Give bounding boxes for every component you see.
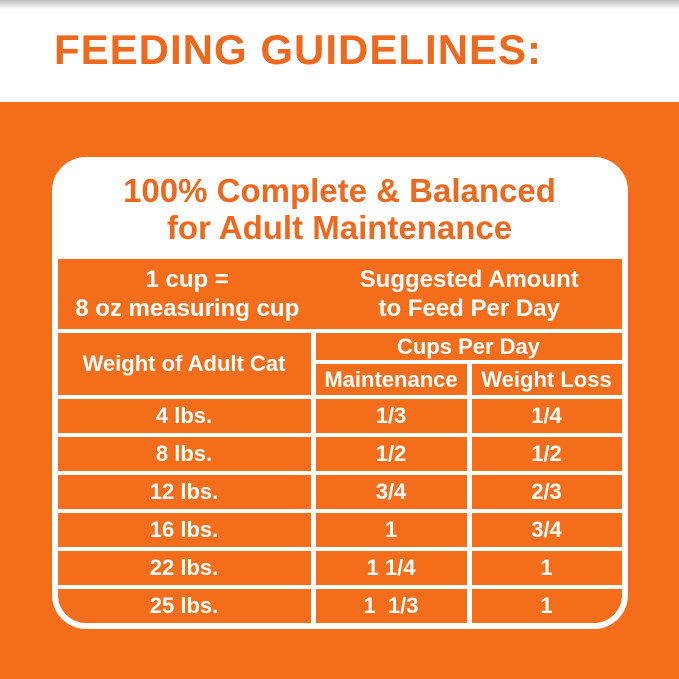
weight-loss-cell: 1/4 bbox=[471, 399, 622, 433]
maintenance-cell: 1/2 bbox=[315, 437, 467, 471]
weight-cell: 22 lbs. bbox=[57, 551, 311, 585]
maintenance-cell: 1 1/3 bbox=[315, 589, 467, 623]
weight-cell: 8 lbs. bbox=[57, 437, 311, 471]
table-row: 4 lbs. 1/3 1/4 bbox=[57, 399, 622, 433]
table-row: 25 lbs. 1 1/3 1 bbox=[57, 589, 622, 623]
weight-cell: 16 lbs. bbox=[57, 513, 311, 547]
weight-of-adult-cat-header: Weight of Adult Cat bbox=[57, 333, 311, 395]
maintenance-cell: 1 1/4 bbox=[315, 551, 467, 585]
table-row: 12 lbs. 3/4 2/3 bbox=[57, 475, 622, 509]
header-band: FEEDING GUIDELINES: bbox=[0, 0, 679, 102]
suggested-amount-line2: to Feed Per Day bbox=[378, 295, 560, 322]
weight-cell: 25 lbs. bbox=[57, 589, 311, 623]
sub-headers: Maintenance Weight Loss bbox=[315, 364, 622, 395]
cup-measure-line1: 1 cup = bbox=[145, 266, 229, 293]
top-edge-shadow bbox=[0, 0, 679, 9]
weight-loss-cell: 1/2 bbox=[471, 437, 622, 471]
orange-background: 100% Complete & Balanced for Adult Maint… bbox=[0, 102, 679, 679]
table-header-row: Weight of Adult Cat Cups Per Day Mainten… bbox=[57, 333, 622, 395]
maintenance-column-header: Maintenance bbox=[315, 364, 467, 395]
weight-loss-cell: 1 bbox=[471, 589, 622, 623]
table-row: 8 lbs. 1/2 1/2 bbox=[57, 437, 622, 471]
cup-measure-line2: 8 oz measuring cup bbox=[75, 295, 300, 322]
weight-loss-cell: 1 bbox=[471, 551, 622, 585]
weight-loss-cell: 3/4 bbox=[471, 513, 622, 547]
suggested-amount-info: Suggested Amount to Feed Per Day bbox=[317, 265, 622, 323]
maintenance-cell: 1/3 bbox=[315, 399, 467, 433]
card-heading: 100% Complete & Balanced for Adult Maint… bbox=[58, 163, 622, 255]
cups-per-day-header: Cups Per Day bbox=[315, 333, 622, 360]
card-heading-line1: 100% Complete & Balanced bbox=[123, 172, 556, 209]
table-row: 16 lbs. 1 3/4 bbox=[57, 513, 622, 547]
weight-loss-column-header: Weight Loss bbox=[471, 364, 622, 395]
feeding-guidelines-card: 100% Complete & Balanced for Adult Maint… bbox=[51, 157, 628, 629]
weight-cell: 4 lbs. bbox=[57, 399, 311, 433]
cup-measure-info: 1 cup = 8 oz measuring cup bbox=[58, 265, 317, 323]
maintenance-cell: 1 bbox=[315, 513, 467, 547]
measuring-info-row: 1 cup = 8 oz measuring cup Suggested Amo… bbox=[57, 259, 622, 329]
page-title: FEEDING GUIDELINES: bbox=[54, 26, 543, 73]
cups-per-day-header-group: Cups Per Day Maintenance Weight Loss bbox=[315, 333, 622, 395]
maintenance-cell: 3/4 bbox=[315, 475, 467, 509]
weight-cell: 12 lbs. bbox=[57, 475, 311, 509]
weight-loss-cell: 2/3 bbox=[471, 475, 622, 509]
suggested-amount-line1: Suggested Amount bbox=[359, 266, 579, 293]
card-heading-line2: for Adult Maintenance bbox=[166, 209, 513, 246]
table-row: 22 lbs. 1 1/4 1 bbox=[57, 551, 622, 585]
